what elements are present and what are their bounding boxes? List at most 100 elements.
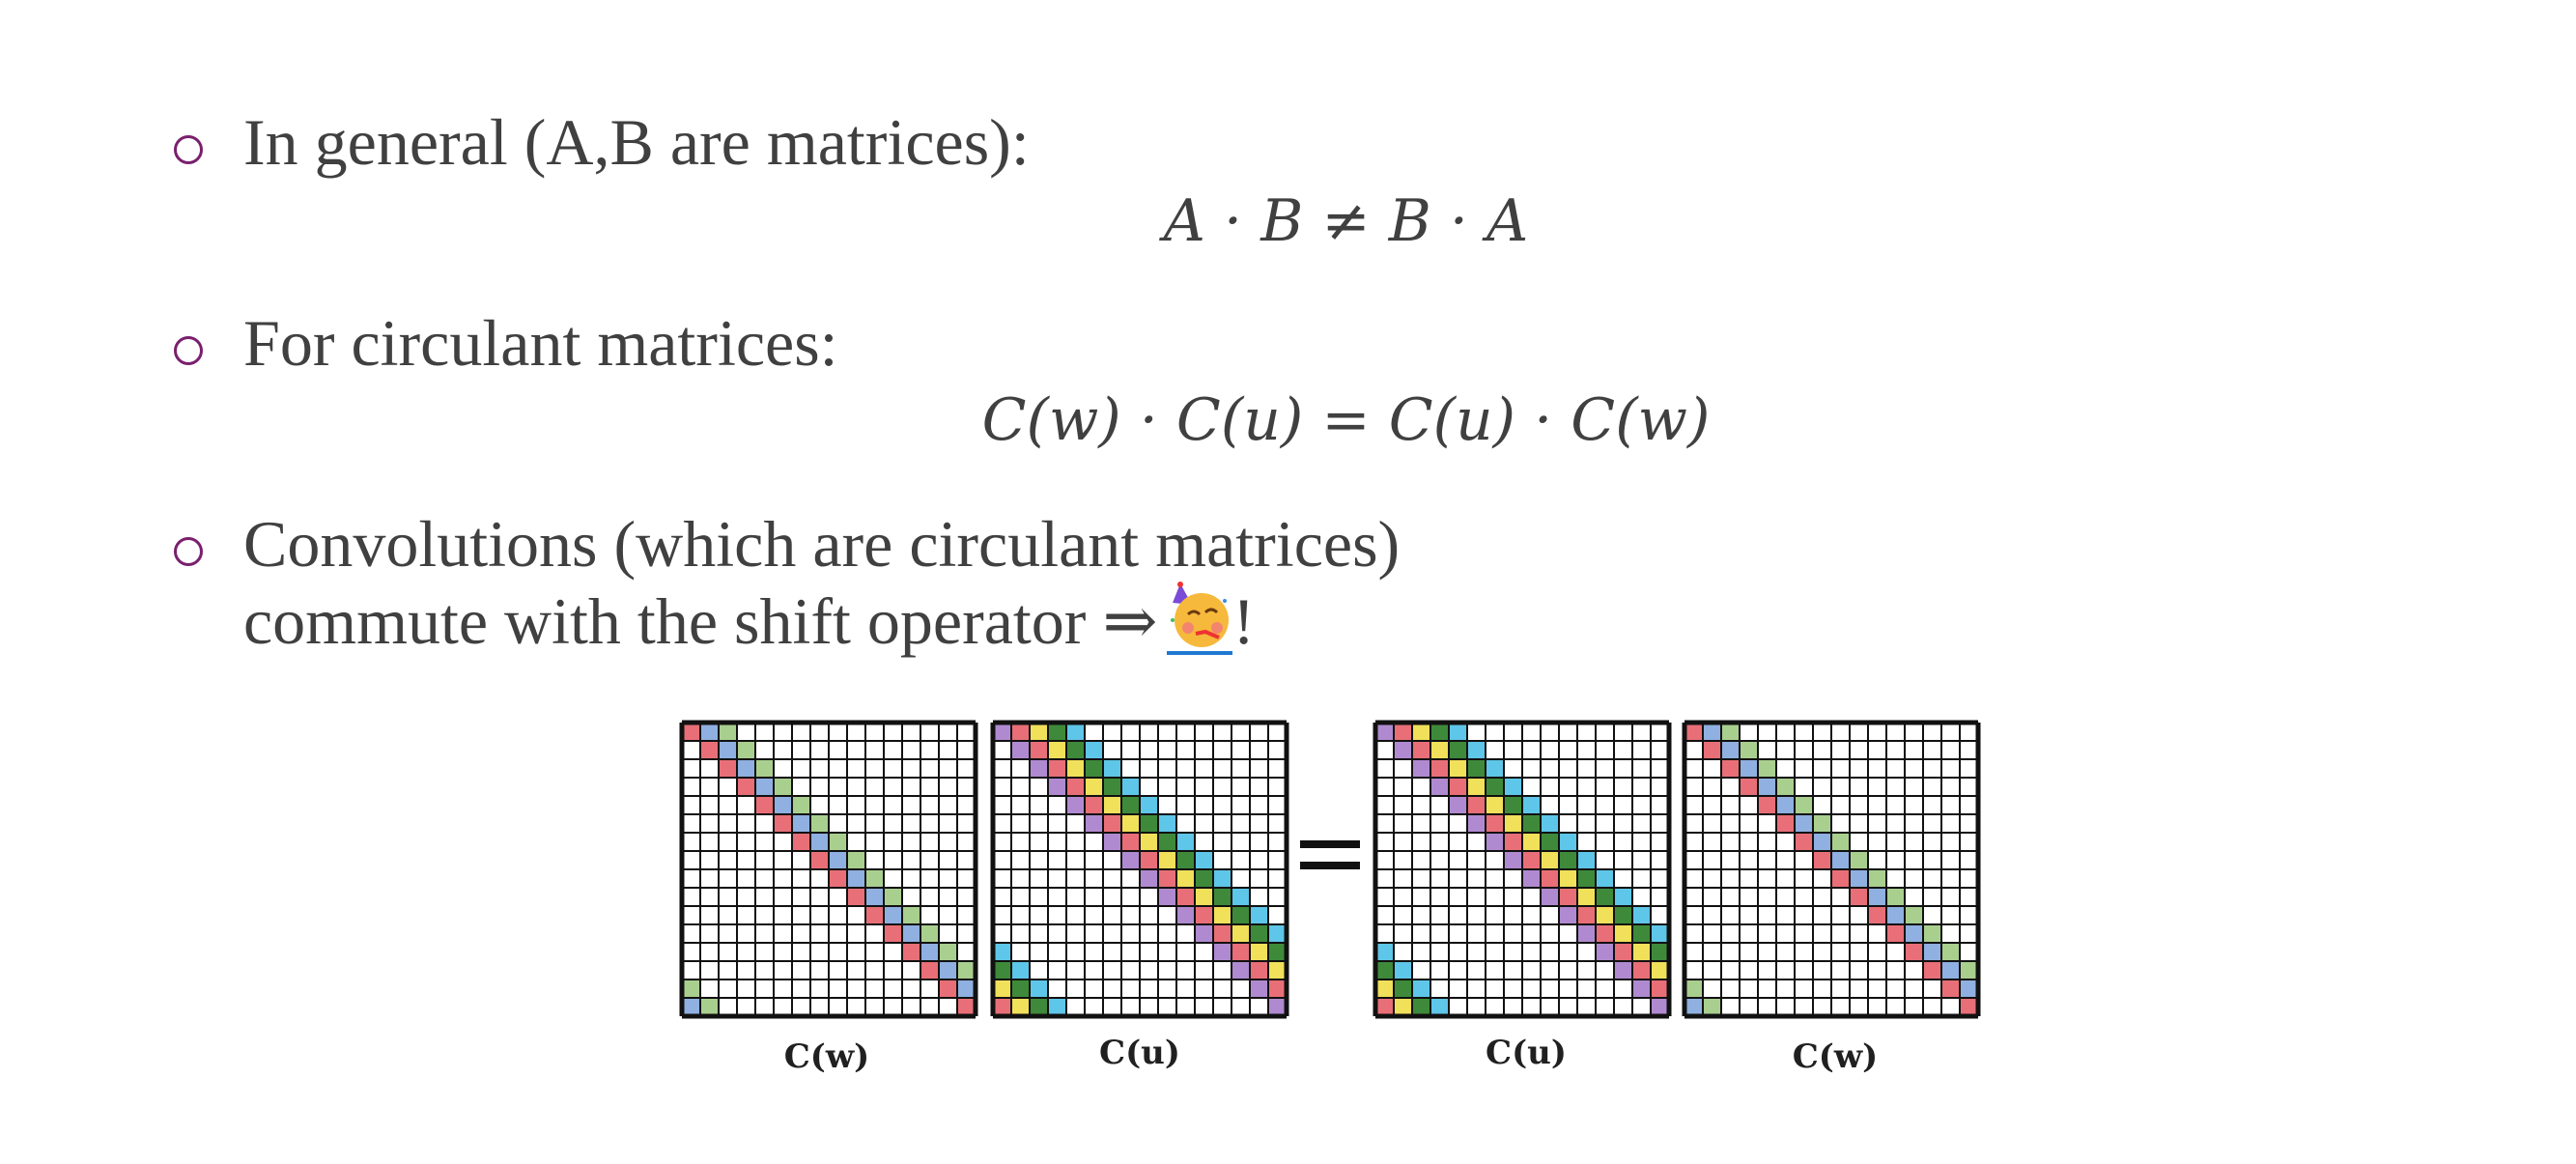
matrix-cell (847, 851, 865, 869)
matrix-cell (1614, 888, 1632, 906)
matrix-cell (1596, 924, 1614, 943)
matrix-cell (1412, 759, 1430, 778)
matrix-cell (902, 924, 920, 943)
matrix-cell (1504, 796, 1522, 814)
matrix-cell (755, 778, 774, 796)
matrix-cell (1176, 833, 1195, 851)
matrix-cell (865, 906, 884, 924)
matrix-cell (1504, 814, 1522, 833)
matrix-cell (700, 998, 719, 1016)
matrix-cell (1522, 833, 1541, 851)
matrix-cell (1850, 869, 1868, 888)
matrix-cell (1504, 851, 1522, 869)
matrix-cell (1430, 759, 1449, 778)
matrix-cell (957, 998, 976, 1016)
matrix-cell (1394, 961, 1412, 979)
matrix-cell (719, 759, 737, 778)
matrix-cell (1467, 814, 1486, 833)
matrix-cell (920, 943, 939, 961)
matrix-cell (1085, 778, 1103, 796)
matrix-cell (993, 961, 1011, 979)
matrix-cell (1795, 814, 1813, 833)
matrix-cell (1868, 906, 1886, 924)
matrix-cell (1449, 796, 1467, 814)
matrix-cell (1121, 851, 1140, 869)
matrix-cell (1066, 796, 1085, 814)
matrix-cell (1632, 943, 1651, 961)
matrix-cell (810, 851, 829, 869)
bullet-line-2: commute with the shift operator ⇒ ! (243, 582, 1400, 659)
matrix-cell (1268, 998, 1287, 1016)
matrix-cell (1577, 869, 1596, 888)
bullet-circle-icon (174, 537, 203, 566)
matrix-cell (1504, 778, 1522, 796)
matrix-cell (1596, 869, 1614, 888)
matrix-cell (1813, 851, 1831, 869)
matrix-cell (1886, 924, 1905, 943)
matrix-cell (755, 759, 774, 778)
matrix-cell (829, 869, 847, 888)
matrix-cell (1140, 814, 1158, 833)
matrix-cell (1030, 723, 1048, 741)
matrix-cell (1559, 851, 1577, 869)
matrix-cell (682, 998, 700, 1016)
matrix-cell (1486, 833, 1504, 851)
matrix-cell (1923, 943, 1941, 961)
matrix-cell (1651, 924, 1669, 943)
matrix-cell (1486, 759, 1504, 778)
matrix-cell (1868, 869, 1886, 888)
matrix-cell (1522, 814, 1541, 833)
matrix-cell (700, 723, 719, 741)
matrix-cell (1541, 814, 1559, 833)
matrix-cell (1795, 833, 1813, 851)
matrix-cell (993, 998, 1011, 1016)
matrix-cell (884, 924, 902, 943)
matrix-cell (1066, 778, 1085, 796)
matrix-cell (1684, 979, 1703, 998)
matrix-cell (810, 833, 829, 851)
matrix-cell (774, 796, 792, 814)
matrix-cell (1831, 833, 1850, 851)
circulant-matrix-2 (990, 720, 1289, 1019)
matrix-cell (1559, 869, 1577, 888)
matrix-cell (1011, 741, 1030, 759)
matrix-label-2: C(u) (1099, 1034, 1180, 1072)
partying-face-icon[interactable] (1167, 582, 1233, 655)
matrix-cell (1758, 759, 1776, 778)
matrix-cell (1559, 833, 1577, 851)
matrix-cell (939, 943, 957, 961)
matrix-cell (847, 888, 865, 906)
matrix-cell (1011, 961, 1030, 979)
matrix-cell (1231, 943, 1250, 961)
matrix-cell (1430, 778, 1449, 796)
matrix-cell (1559, 888, 1577, 906)
matrix-cell (1632, 961, 1651, 979)
matrix-cell (829, 833, 847, 851)
matrix-cell (755, 796, 774, 814)
matrix-cell (1795, 796, 1813, 814)
matrix-cell (1176, 851, 1195, 869)
matrix-cell (1011, 723, 1030, 741)
matrix-cell (1121, 833, 1140, 851)
matrix-cell (1486, 796, 1504, 814)
matrix-cell (1103, 833, 1121, 851)
link-underline (1167, 651, 1233, 655)
matrix-cell (1850, 851, 1868, 869)
matrix-label-3: C(u) (1486, 1034, 1567, 1072)
matrix-cell (1394, 723, 1412, 741)
matrix-cell (1449, 778, 1467, 796)
matrix-cell (1449, 759, 1467, 778)
matrix-cell (1048, 778, 1066, 796)
matrix-cell (902, 943, 920, 961)
matrix-cell (1048, 741, 1066, 759)
matrix-cell (737, 741, 755, 759)
matrix-cell (1541, 833, 1559, 851)
matrix-cell (1250, 961, 1268, 979)
matrix-cell (884, 906, 902, 924)
bullet-item-1: In general (A,B are matrices): (174, 104, 1030, 180)
matrix-cell (1412, 979, 1430, 998)
matrix-cell (1758, 796, 1776, 814)
matrix-cell (1121, 778, 1140, 796)
matrix-cell (1412, 723, 1430, 741)
